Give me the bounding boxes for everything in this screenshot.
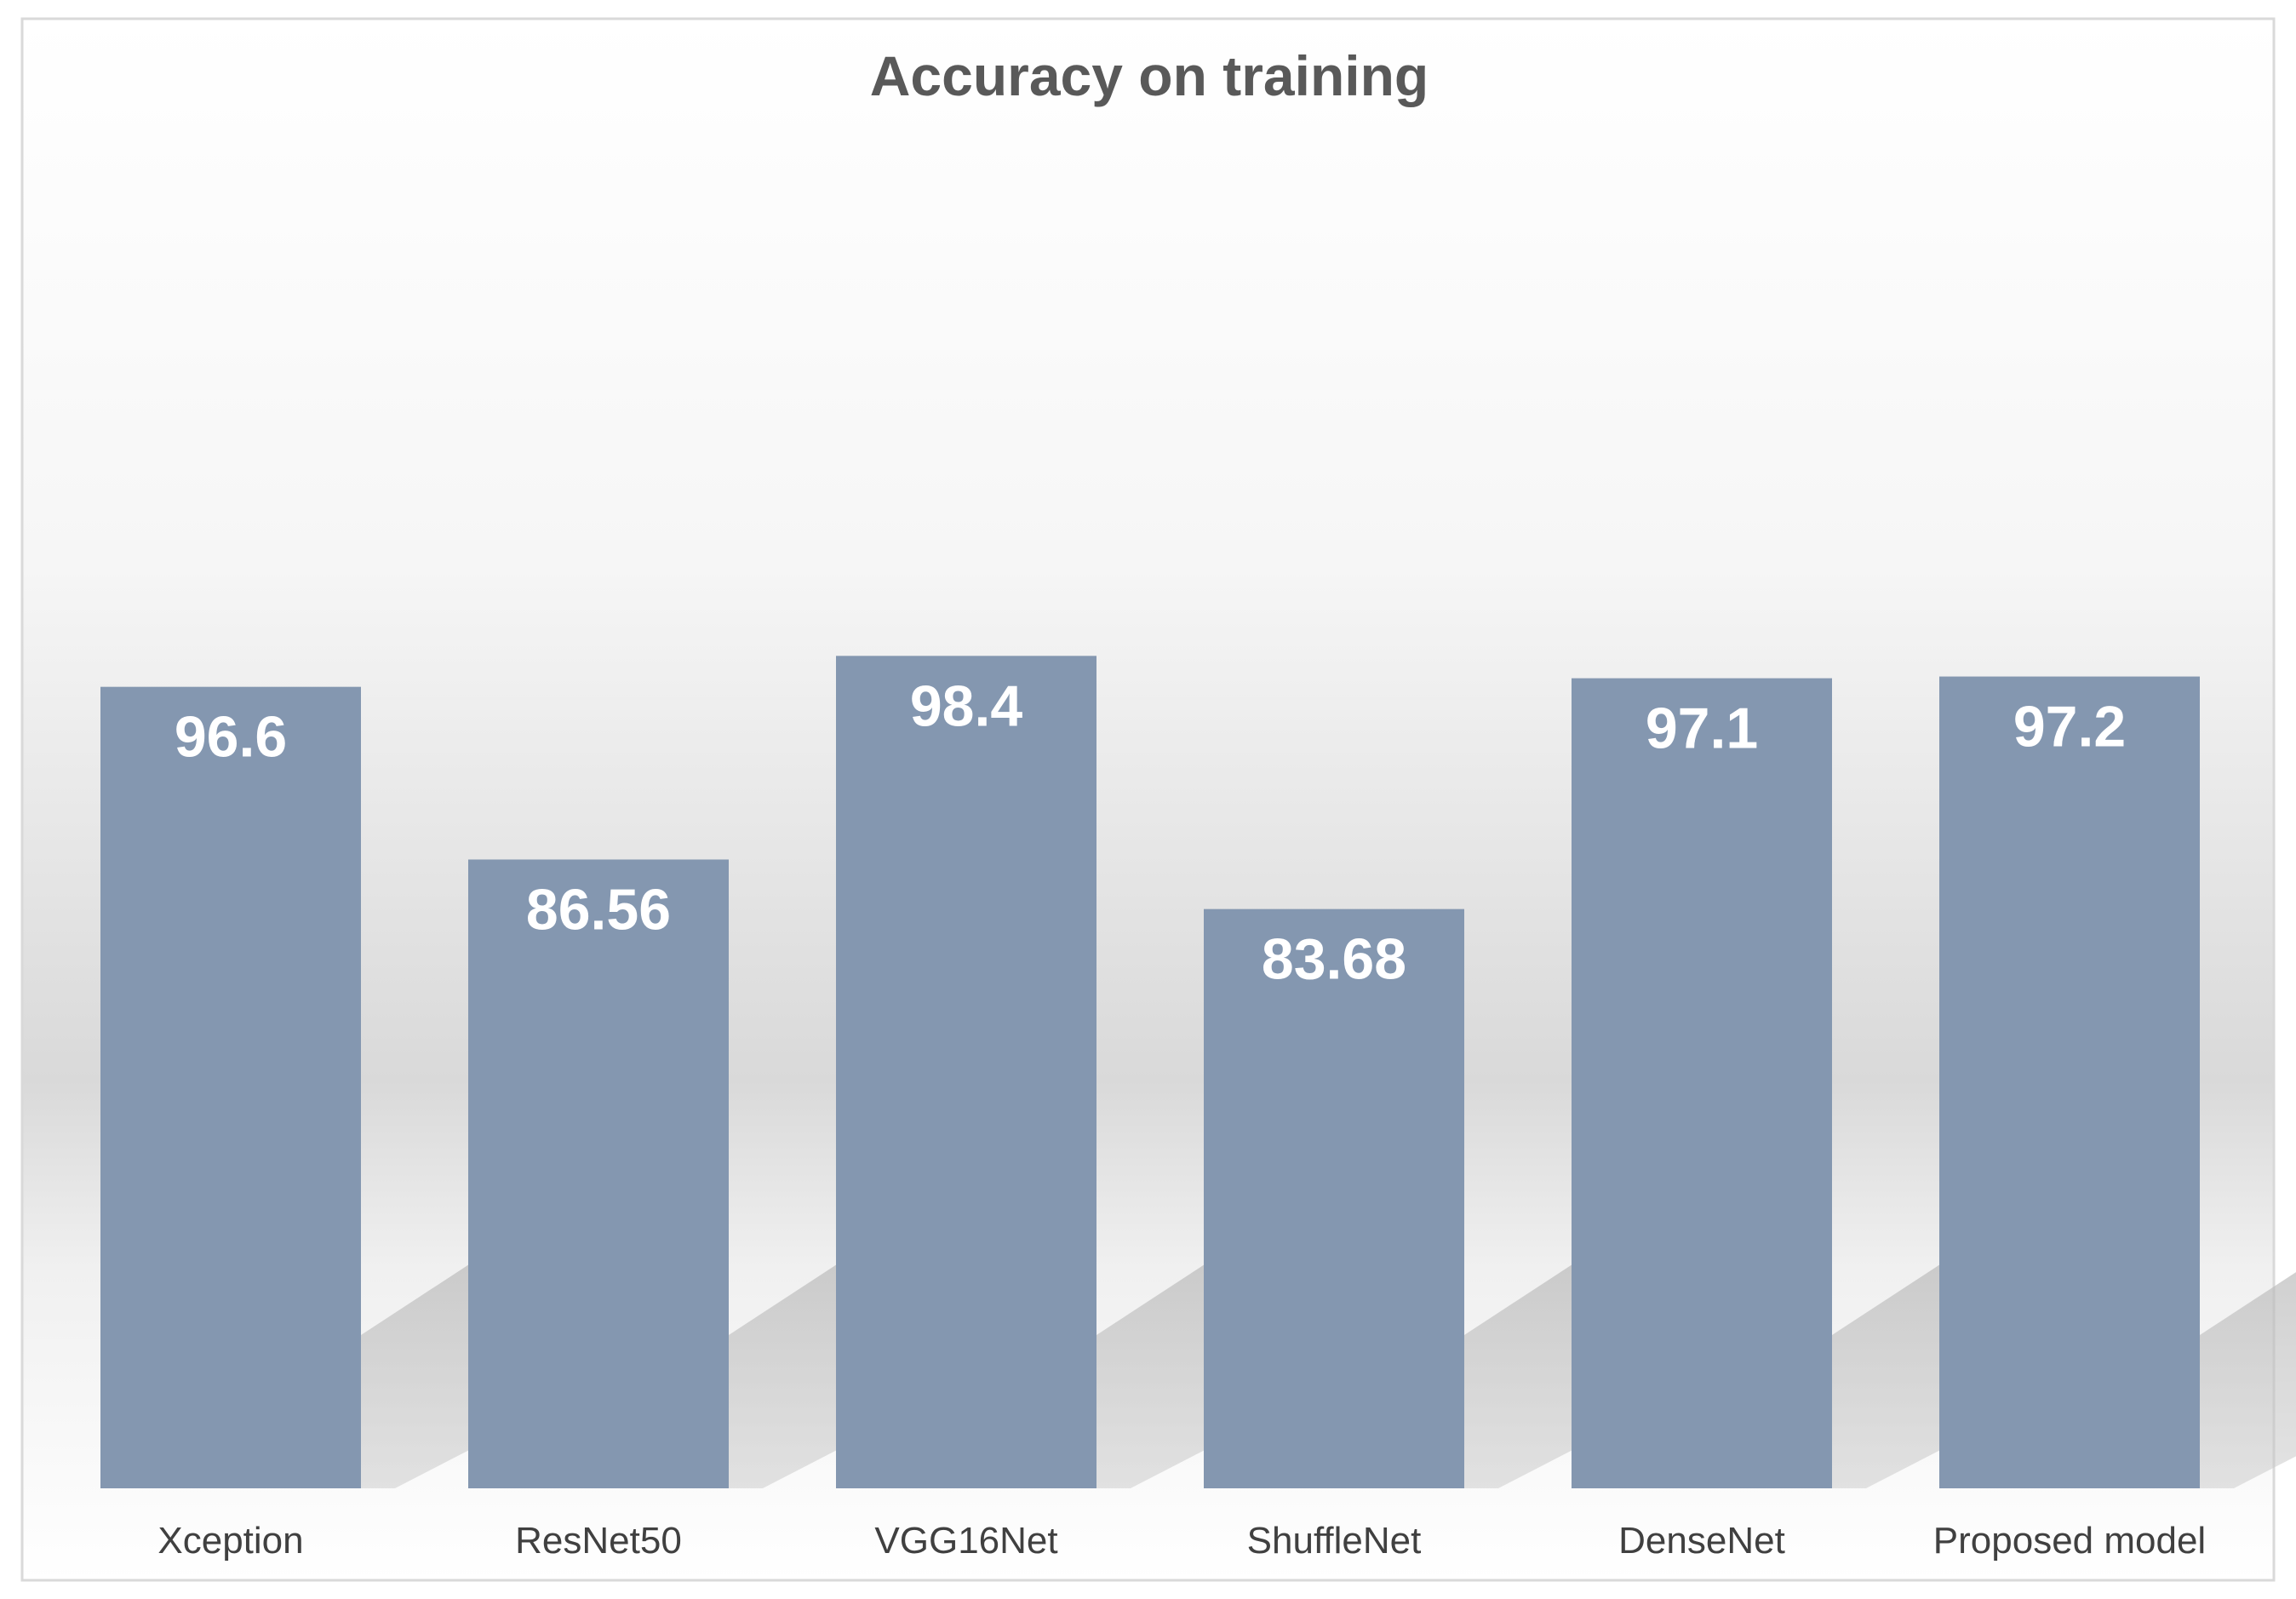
bar-vgg16net bbox=[836, 656, 1096, 1488]
category-label-resnet50: ResNet50 bbox=[515, 1520, 682, 1562]
bar-resnet50 bbox=[468, 859, 729, 1488]
chart-title: Accuracy on training bbox=[870, 44, 1429, 107]
data-label-proposed-model: 97.2 bbox=[2013, 695, 2126, 759]
data-labels: 96.6 86.56 98.4 83.68 97.1 97.2 bbox=[175, 673, 2126, 991]
data-label-vgg16net: 98.4 bbox=[910, 673, 1023, 738]
data-label-resnet50: 86.56 bbox=[526, 877, 671, 942]
category-label-shufflenet: ShuffleNet bbox=[1247, 1520, 1422, 1562]
bar-shadow-proposed-model bbox=[2200, 1272, 2296, 1488]
bar-shufflenet bbox=[1204, 908, 1464, 1488]
data-label-shufflenet: 83.68 bbox=[1262, 927, 1406, 992]
data-label-xception: 96.6 bbox=[175, 705, 287, 770]
category-label-xception: Xception bbox=[157, 1520, 303, 1562]
category-label-proposed-model: Proposed model bbox=[1933, 1520, 2206, 1562]
category-label-vgg16net: VGG16Net bbox=[874, 1520, 1057, 1562]
data-label-densenet: 97.1 bbox=[1646, 696, 1758, 761]
bars bbox=[100, 656, 2200, 1488]
category-labels: Xception ResNet50 VGG16Net ShuffleNet DenseN… bbox=[157, 1520, 2206, 1562]
bar-xception bbox=[100, 686, 361, 1488]
bar-proposed-model bbox=[1939, 676, 2200, 1488]
bar-densenet bbox=[1572, 678, 1832, 1488]
category-label-densenet: DenseNet bbox=[1618, 1520, 1785, 1562]
